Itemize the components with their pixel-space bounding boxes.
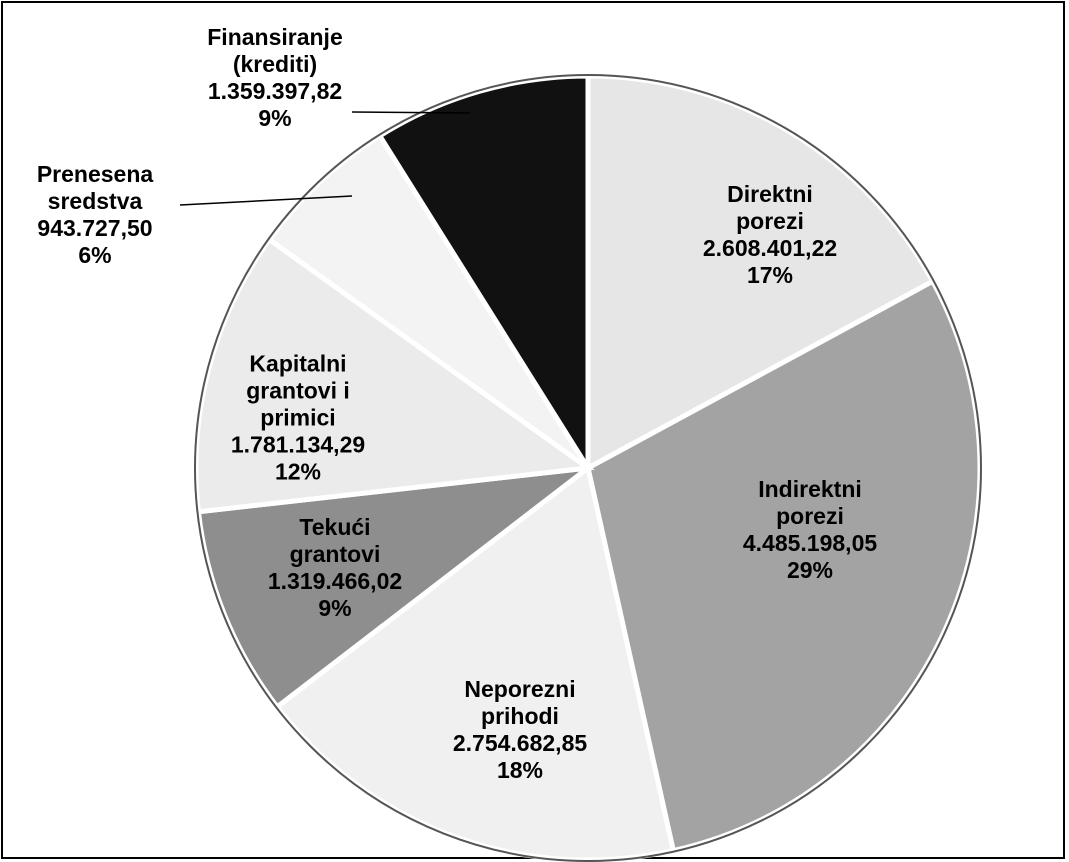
percent-label: 12% <box>274 458 322 485</box>
category-label: Kapitalni grantovi i primici <box>246 350 350 431</box>
percent-label: 6% <box>78 242 112 268</box>
slice-label: Indirektni porezi 4.485.198,05 29% <box>743 476 877 584</box>
category-label: Indirektni porezi <box>758 476 862 529</box>
percent-label: 9% <box>258 105 292 131</box>
value-label: 1.781.134,29 <box>230 431 366 458</box>
value-label: 2.754.682,85 <box>452 730 588 756</box>
category-label: Neporezni prihodi <box>464 676 576 729</box>
category-label: Direktni porezi <box>727 181 813 234</box>
value-label: 1.319.466,02 <box>267 568 403 594</box>
slice-label: Prenesena sredstva 943.727,50 6% <box>37 161 153 269</box>
category-label: Finansiranje (krediti) <box>207 24 343 77</box>
pie-slice <box>193 236 595 515</box>
slice-label: Tekući grantovi 1.319.466,02 9% <box>268 514 402 622</box>
percent-label: 29% <box>786 557 834 583</box>
slice-label: Kapitalni grantovi i primici 1.781.134,29… <box>231 351 365 486</box>
value-label: 4.485.198,05 <box>742 530 878 556</box>
value-label: 943.727,50 <box>37 215 153 241</box>
percent-label: 18% <box>496 757 544 783</box>
category-label: Tekući grantovi <box>289 514 381 567</box>
pie-slice <box>585 73 937 473</box>
slice-label: Neporezni prihodi 2.754.682,85 18% <box>453 676 587 784</box>
slice-label: Direktni porezi 2.608.401,22 17% <box>703 181 837 289</box>
pie-slice <box>585 277 983 854</box>
pie-slice <box>273 463 677 862</box>
percent-label: 9% <box>318 595 352 621</box>
leader-line <box>351 111 471 114</box>
pie-slice <box>376 73 591 477</box>
pie-slice <box>195 464 597 711</box>
slice-label: Finansiranje (krediti) 1.359.397,82 9% <box>207 24 342 132</box>
category-label: Prenesena sredstva <box>36 161 154 214</box>
leader-line <box>179 195 353 206</box>
value-label: 1.359.397,82 <box>207 78 343 104</box>
percent-label: 17% <box>746 262 794 288</box>
value-label: 2.608.401,22 <box>702 235 838 261</box>
pie-outline <box>194 74 982 862</box>
pie-slice <box>265 132 591 471</box>
